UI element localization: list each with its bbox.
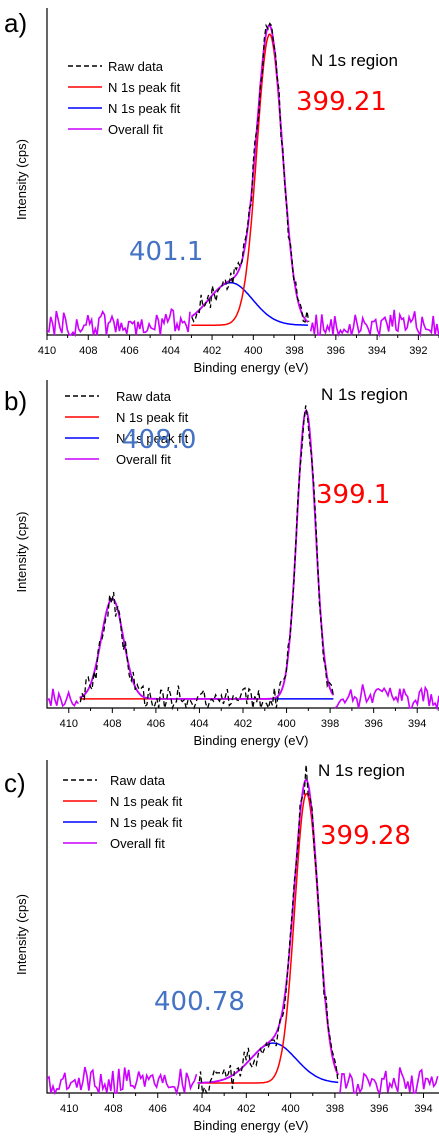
panel-b: 410 408 406 404 402 400 398 396 394 Binding energ… [0, 380, 439, 760]
x-tick-label: 400 [277, 718, 295, 730]
legend-entry: N 1s peak fit [116, 431, 189, 446]
legend-entry: N 1s peak fit [110, 794, 183, 809]
series-overall-fit [190, 24, 309, 323]
series-red-peak-fit [197, 792, 339, 1084]
panel-label: b) [4, 386, 27, 416]
legend-entry: N 1s peak fit [108, 101, 181, 116]
panel-a: 410 408 406 404 402 400 398 396 394 392 Binding en… [0, 0, 439, 380]
axes-frame [46, 760, 439, 1094]
x-tick-label: 402 [237, 1103, 255, 1115]
x-tick-label: 408 [103, 718, 121, 730]
region-label: N 1s region [311, 51, 398, 70]
legend-entry: Overall fit [110, 836, 165, 851]
legend-entry: Overall fit [116, 452, 171, 467]
x-tick-label: 406 [120, 345, 138, 357]
panel-label: a) [4, 8, 27, 38]
legend-entry: Raw data [116, 389, 172, 404]
x-tick-label: 400 [281, 1103, 299, 1115]
y-axis-title: Intensity (cps) [14, 894, 29, 975]
x-tick-label: 400 [244, 345, 262, 357]
x-tick-label: 396 [370, 1103, 388, 1115]
x-tick-label: 394 [368, 345, 386, 357]
x-tick-label: 406 [147, 718, 165, 730]
legend-entry: Raw data [110, 773, 166, 788]
series-overall-fit-noise [46, 1066, 439, 1096]
x-tick-label: 394 [408, 718, 426, 730]
x-tick-label: 408 [79, 345, 97, 357]
x-tick-label: 394 [414, 1103, 432, 1115]
series-raw-data [79, 405, 334, 711]
chart-a: 410 408 406 404 402 400 398 396 394 392 Binding en… [4, 8, 439, 375]
x-tick-label: 406 [149, 1103, 167, 1115]
series-overall-fit-noise [46, 307, 439, 338]
x-tick-label: 404 [162, 345, 180, 357]
x-tick-label: 396 [327, 345, 345, 357]
series-blue-peak-fit [190, 281, 308, 326]
x-axis-title: Binding energy (eV) [194, 1118, 309, 1133]
chart-c: 410 408 406 404 402 400 398 396 394 Binding energ… [4, 760, 439, 1133]
x-tick-label: 410 [38, 345, 56, 357]
series-blue-peak-fit [79, 597, 334, 700]
peak-label-red: 399.21 [296, 87, 387, 117]
chart-b: 410 408 406 404 402 400 398 396 394 Binding energ… [4, 380, 439, 748]
legend-entry: N 1s peak fit [108, 80, 181, 95]
series-raw-data [191, 22, 310, 323]
series-overall-fit [197, 778, 340, 1084]
legend-entry: N 1s peak fit [110, 815, 183, 830]
x-axis-title: Binding energy (eV) [194, 733, 309, 748]
peak-label-blue: 400.78 [154, 987, 245, 1017]
peak-label-red: 399.1 [316, 480, 390, 510]
legend-entry: Overall fit [108, 122, 163, 137]
y-axis-title: Intensity (cps) [14, 512, 29, 593]
y-axis-title: Intensity (cps) [14, 139, 29, 220]
peak-label-blue: 408.0 [122, 425, 196, 455]
x-tick-label: 396 [364, 718, 382, 730]
x-axis-title: Binding energy (eV) [194, 360, 309, 375]
x-tick-label: 402 [203, 345, 221, 357]
peak-label-blue: 401.1 [129, 237, 203, 267]
x-tick-label: 392 [409, 345, 427, 357]
x-tick-label: 410 [60, 718, 78, 730]
series-overall-fit-noise [46, 684, 439, 711]
x-tick-label: 410 [60, 1103, 78, 1115]
axes-frame [46, 380, 439, 709]
series-raw-data [197, 764, 339, 1094]
legend-entry: N 1s peak fit [116, 410, 189, 425]
region-label: N 1s region [318, 761, 405, 780]
series-red-peak-fit [191, 33, 309, 326]
region-label: N 1s region [321, 385, 408, 404]
series-blue-peak-fit [197, 1042, 339, 1084]
panel-c: 410 408 406 404 402 400 398 396 394 Binding energ… [0, 760, 439, 1140]
x-tick-label: 404 [190, 718, 208, 730]
x-tick-label: 402 [234, 718, 252, 730]
x-tick-label: 408 [104, 1103, 122, 1115]
x-tick-label: 398 [321, 718, 339, 730]
legend-entry: Raw data [108, 59, 164, 74]
peak-label-red: 399.28 [320, 821, 411, 851]
x-tick-label: 398 [285, 345, 303, 357]
panel-label: c) [4, 768, 26, 798]
x-tick-label: 404 [193, 1103, 211, 1115]
x-tick-label: 398 [326, 1103, 344, 1115]
